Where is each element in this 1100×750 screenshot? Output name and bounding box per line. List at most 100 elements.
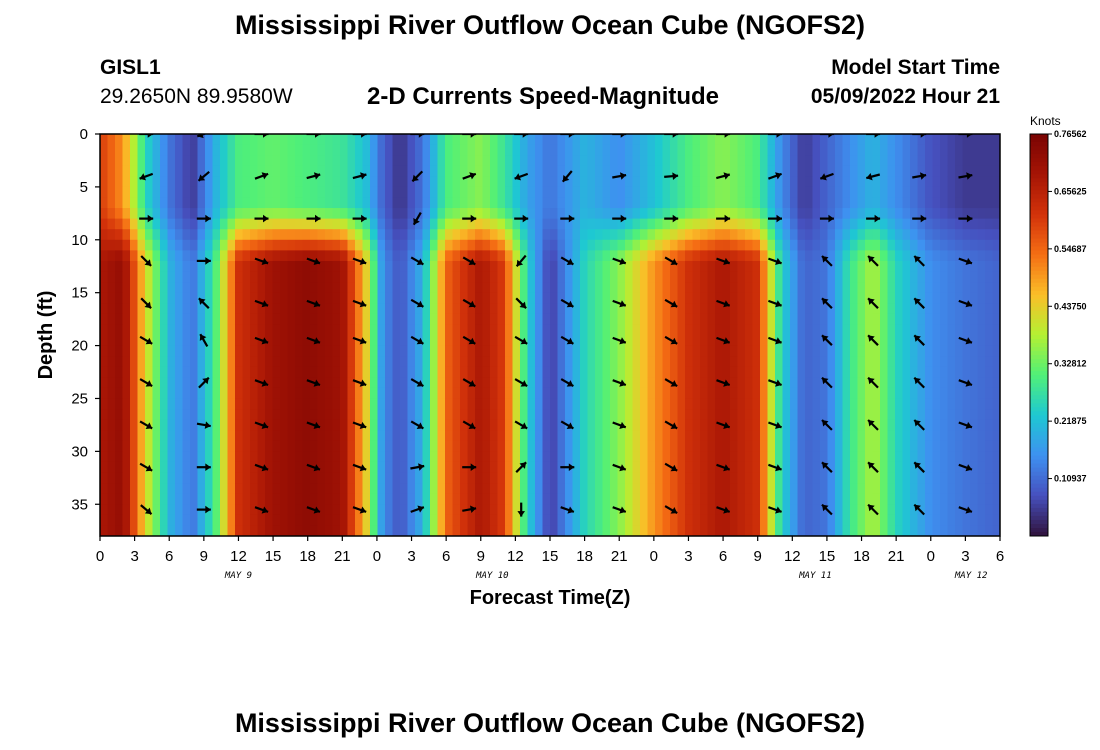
heatmap-cell [100,525,109,536]
heatmap-cell [790,176,799,188]
heatmap-cell [220,165,229,177]
heatmap-cell [212,366,221,378]
heatmap-cell [662,250,671,262]
heatmap-cell [355,176,364,188]
heatmap-cell [145,303,154,315]
heatmap-cell [250,356,259,368]
heatmap-cell [835,440,844,452]
heatmap-cell [317,472,326,484]
heatmap-cell [355,525,364,536]
heatmap-cell [812,345,821,357]
current-vector [821,461,833,473]
heatmap-cell [842,324,851,336]
heatmap-cell [490,440,499,452]
heatmap-cell [107,282,116,294]
heatmap-cell [737,493,746,505]
heatmap-cell [452,282,461,294]
heatmap-cell [407,218,416,230]
heatmap-cell [962,208,971,220]
heatmap-cell [115,271,124,283]
heatmap-cell [302,260,311,273]
heatmap-cell [115,282,124,294]
heatmap-cell [505,356,514,368]
heatmap-cell [985,377,994,389]
heatmap-cell [227,483,236,495]
heatmap-cell [115,197,124,209]
heatmap-cell [587,260,596,273]
heatmap-cell [707,525,716,536]
heatmap-cell [212,430,221,442]
heatmap-cell [992,176,1000,188]
heatmap-cell [257,292,266,304]
heatmap-cell [835,451,844,463]
heatmap-cell [317,504,326,516]
heatmap-cell [685,324,694,336]
heatmap-cell [550,260,559,273]
heatmap-cell [527,387,536,400]
heatmap-cell [160,409,169,421]
heatmap-cell [257,176,266,188]
heatmap-cell [535,504,544,516]
heatmap-cell [842,335,851,347]
heatmap-cell [287,239,296,251]
heatmap-cell [835,356,844,368]
heatmap-cell [685,419,694,431]
heatmap-cell [670,440,679,452]
heatmap-cell [572,260,581,273]
heatmap-cell [580,186,589,199]
heatmap-cell [692,440,701,452]
heatmap-cell [512,176,521,188]
heatmap-cell [835,134,844,146]
heatmap-cell [625,483,634,495]
heatmap-cell [700,324,709,336]
heatmap-cell [355,292,364,304]
heatmap-cell [137,186,146,199]
heatmap-cell [572,155,581,167]
heatmap-cell [407,377,416,389]
heatmap-cell [520,134,529,146]
heatmap-cell [355,440,364,452]
heatmap-cell [115,461,124,474]
heatmap-cell [122,525,131,536]
heatmap-cell [400,451,409,463]
heatmap-cell [527,525,536,536]
heatmap-cell [130,335,139,347]
heatmap-cell [685,218,694,230]
heatmap-cell [197,176,206,188]
heatmap-cell [212,303,221,315]
heatmap-cell [955,176,964,188]
heatmap-cell [610,218,619,230]
heatmap-cell [572,197,581,209]
current-vector [768,172,782,180]
heatmap-cell [377,472,386,484]
heatmap-cell [947,398,956,410]
heatmap-cell [625,292,634,304]
heatmap-cell [805,335,814,347]
heatmap-cell [955,324,964,336]
heatmap-cell [827,525,836,536]
heatmap-cell [587,229,596,241]
current-vector [958,421,973,429]
heatmap-cell [610,186,619,199]
heatmap-cell [565,134,574,146]
heatmap-cell [947,493,956,505]
heatmap-cell [707,271,716,283]
heatmap-cell [625,356,634,368]
heatmap-cell [100,504,109,516]
heatmap-cell [490,451,499,463]
colorbar-segment [1030,459,1048,465]
heatmap-cell [580,472,589,484]
heatmap-cell [640,239,649,251]
heatmap-cell [805,387,814,400]
heatmap-cell [565,451,574,463]
heatmap-cell [257,483,266,495]
x-tick-label: 0 [927,548,935,565]
heatmap-cell [977,430,986,442]
heatmap-cell [370,483,379,495]
heatmap-cell [175,409,184,421]
heatmap-cell [775,208,784,220]
heatmap-cell [190,260,199,273]
heatmap-cell [737,176,746,188]
heatmap-cell [332,260,341,273]
heatmap-cell [347,472,356,484]
